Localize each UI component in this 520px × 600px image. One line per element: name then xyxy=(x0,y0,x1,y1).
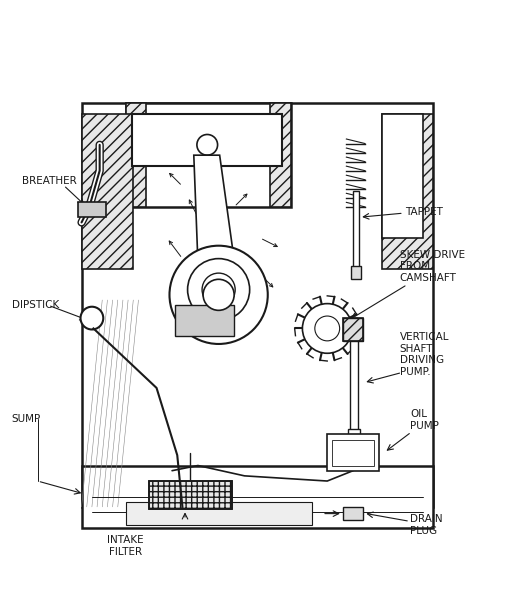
Bar xyxy=(82,466,433,527)
Bar xyxy=(348,430,360,455)
Polygon shape xyxy=(194,155,238,290)
Circle shape xyxy=(303,304,352,353)
Circle shape xyxy=(81,307,103,329)
Text: INTAKE
FILTER: INTAKE FILTER xyxy=(107,535,144,557)
Text: OIL
PUMP: OIL PUMP xyxy=(410,409,439,431)
Circle shape xyxy=(188,259,250,320)
Bar xyxy=(332,440,374,466)
Bar xyxy=(327,434,379,470)
Text: VERTICAL
SHAFT
DRIVING
PUMP.: VERTICAL SHAFT DRIVING PUMP. xyxy=(400,332,449,377)
Text: BREATHER: BREATHER xyxy=(22,176,77,186)
Text: SKEW DRIVE
FROM
CAMSHAFT: SKEW DRIVE FROM CAMSHAFT xyxy=(400,250,465,283)
Bar xyxy=(353,191,359,269)
Bar xyxy=(350,336,358,450)
Circle shape xyxy=(170,245,268,344)
Bar xyxy=(382,114,423,238)
Bar xyxy=(351,266,361,280)
Circle shape xyxy=(203,280,234,310)
Bar xyxy=(149,481,231,509)
Bar xyxy=(343,507,363,520)
Text: SUMP: SUMP xyxy=(12,414,41,424)
Text: DRAIN
PLUG: DRAIN PLUG xyxy=(410,514,443,536)
Circle shape xyxy=(197,134,217,155)
Bar xyxy=(78,202,107,217)
Bar xyxy=(343,318,363,341)
Bar xyxy=(125,103,291,207)
Polygon shape xyxy=(175,305,234,336)
Circle shape xyxy=(202,273,235,306)
Bar xyxy=(82,103,433,507)
Bar xyxy=(343,318,363,341)
Bar xyxy=(132,114,282,166)
Bar xyxy=(149,481,231,509)
Text: DIPSTICK: DIPSTICK xyxy=(12,300,59,310)
Bar xyxy=(382,114,433,269)
Bar xyxy=(270,103,291,207)
Circle shape xyxy=(315,316,340,341)
Text: TAPPET: TAPPET xyxy=(405,207,443,217)
Bar xyxy=(125,502,311,525)
Bar xyxy=(125,103,146,207)
Bar xyxy=(82,114,133,269)
